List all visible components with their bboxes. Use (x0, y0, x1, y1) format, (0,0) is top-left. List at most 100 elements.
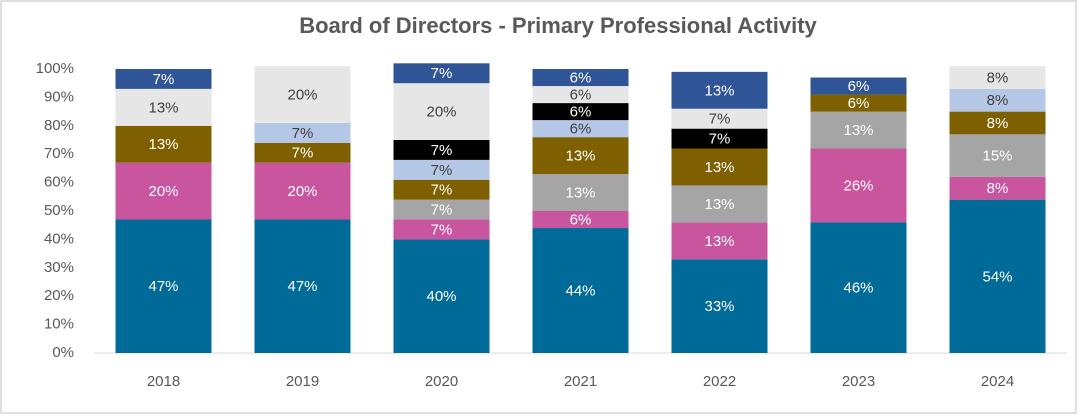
bar-segment (810, 77, 907, 95)
data-label: 20% (148, 183, 178, 200)
bar-segment (949, 134, 1046, 177)
data-label: 7% (431, 65, 453, 82)
bar-segment (393, 179, 490, 200)
y-tick-label: 80% (44, 117, 74, 134)
data-label: 47% (287, 278, 317, 295)
x-tick-label: 2019 (286, 373, 319, 390)
data-label: 13% (704, 159, 734, 176)
x-tick-label: 2018 (147, 373, 180, 390)
bar-segment (254, 122, 351, 143)
bar-segment (115, 162, 212, 220)
data-label: 47% (148, 278, 178, 295)
bar-segment (671, 222, 768, 260)
y-tick-label: 0% (52, 344, 74, 361)
bar-segment (532, 137, 629, 175)
x-tick-label: 2023 (842, 373, 875, 390)
data-label: 54% (982, 268, 1012, 285)
bar-segment (532, 86, 629, 104)
x-tick-label: 2024 (981, 373, 1014, 390)
data-label: 13% (704, 233, 734, 250)
bar-segment (671, 108, 768, 129)
data-label: 13% (704, 82, 734, 99)
y-tick-label: 20% (44, 287, 74, 304)
data-label: 13% (843, 122, 873, 139)
data-label: 6% (570, 121, 592, 138)
data-label: 7% (431, 162, 453, 179)
y-tick-label: 50% (44, 202, 74, 219)
data-label: 13% (565, 185, 595, 202)
bar-segment (949, 111, 1046, 135)
data-label: 7% (709, 111, 731, 128)
bar-segment (254, 142, 351, 163)
data-label: 13% (148, 99, 178, 116)
bar-segment (393, 159, 490, 180)
bar-segment (532, 174, 629, 211)
bar-segment (532, 120, 629, 138)
data-label: 8% (987, 180, 1009, 197)
bar-segment (810, 148, 907, 223)
bar-segment (671, 128, 768, 149)
bar-segment (671, 71, 768, 109)
data-label: 7% (709, 131, 731, 148)
chart-title: Board of Directors - Primary Professiona… (299, 13, 817, 38)
y-tick-label: 10% (44, 316, 74, 333)
y-tick-label: 40% (44, 230, 74, 247)
bar-segment (949, 176, 1046, 200)
data-label: 33% (704, 298, 734, 315)
y-tick-label: 30% (44, 259, 74, 276)
bar-segment (949, 88, 1046, 112)
data-label: 7% (153, 71, 175, 88)
bar-segment (532, 228, 629, 353)
bar-segment (671, 259, 768, 353)
data-label: 20% (287, 183, 317, 200)
data-label: 40% (426, 288, 456, 305)
y-tick-label: 60% (44, 174, 74, 191)
data-label: 8% (987, 69, 1009, 86)
y-tick-label: 90% (44, 88, 74, 105)
data-label: 6% (848, 95, 870, 112)
x-tick-label: 2022 (703, 373, 736, 390)
bar-segment (393, 140, 490, 160)
bar-segment (115, 125, 212, 163)
bar-segment (810, 111, 907, 149)
data-label: 15% (982, 148, 1012, 165)
data-label: 8% (987, 92, 1009, 109)
bar-segment (671, 185, 768, 223)
data-label: 6% (570, 69, 592, 86)
data-label: 7% (431, 202, 453, 219)
y-tick-label: 100% (36, 60, 74, 77)
data-label: 7% (431, 221, 453, 238)
data-label: 7% (431, 182, 453, 199)
x-tick-label: 2021 (564, 373, 597, 390)
bar-segment (532, 69, 629, 87)
data-label: 8% (987, 115, 1009, 132)
bar-segment (810, 94, 907, 112)
x-tick-label: 2020 (425, 373, 458, 390)
bar-segment (115, 219, 212, 353)
data-label: 6% (570, 211, 592, 228)
bar-segment (115, 88, 212, 126)
data-label: 44% (565, 282, 595, 299)
bar-segment (254, 66, 351, 123)
bar-segment (393, 219, 490, 240)
bar-segment (949, 199, 1046, 353)
data-label: 20% (287, 87, 317, 104)
bar-segment (810, 222, 907, 353)
data-label: 6% (570, 87, 592, 104)
bar-segment (671, 148, 768, 186)
bar-segment (393, 239, 490, 353)
bar-segment (532, 103, 629, 121)
data-label: 13% (565, 148, 595, 165)
data-label: 26% (843, 177, 873, 194)
bar-segment (115, 69, 212, 89)
data-label: 6% (848, 78, 870, 95)
data-label: 20% (426, 104, 456, 121)
bar-segment (532, 211, 629, 229)
bar-segment (393, 63, 490, 84)
data-label: 46% (843, 280, 873, 297)
data-label: 7% (431, 142, 453, 159)
bar-segment (254, 162, 351, 220)
data-label: 6% (570, 104, 592, 121)
